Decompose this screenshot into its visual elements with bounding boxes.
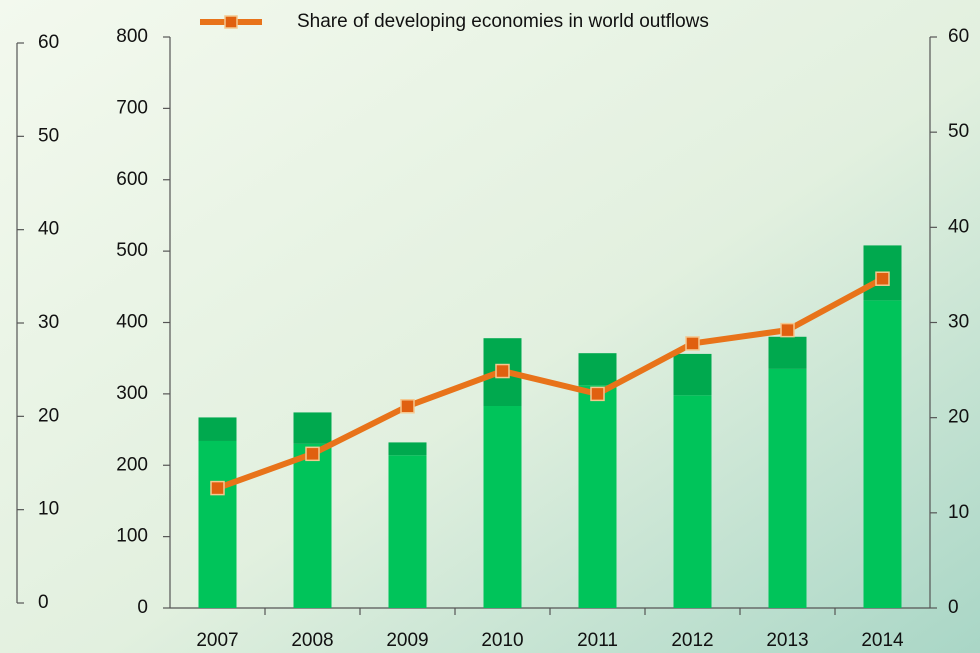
y-tick-label: 300: [116, 383, 148, 404]
marker: [590, 386, 605, 402]
y-tick-label: 800: [116, 26, 148, 47]
y-tick-label: 100: [116, 526, 148, 547]
x-tick-label: 2014: [861, 630, 904, 651]
bar: [483, 406, 522, 608]
y-tick-label: 0: [137, 597, 148, 618]
legend-label: Share of developing economies in world o…: [297, 11, 709, 32]
marker: [685, 336, 700, 351]
y2-tick-label: 30: [948, 312, 969, 333]
marker: [780, 322, 795, 338]
y2-tick-label: 40: [948, 216, 969, 237]
y2-tick-label: 50: [948, 121, 969, 142]
y3-tick-label: 20: [38, 405, 59, 426]
bar: [578, 353, 617, 386]
x-tick-label: 2008: [291, 630, 333, 651]
x-tick-label: 2007: [196, 630, 238, 651]
bar: [578, 385, 617, 608]
bar: [863, 300, 902, 608]
y2-tick-label: 0: [948, 597, 959, 618]
y2-tick-label: 20: [948, 407, 969, 428]
legend-marker: [224, 15, 238, 29]
marker: [210, 480, 225, 496]
bar: [673, 353, 712, 396]
y3-tick-label: 50: [38, 125, 59, 146]
y3-tick-label: 30: [38, 312, 59, 333]
y2-tick-label: 10: [948, 502, 969, 523]
bar: [293, 412, 332, 444]
x-tick-label: 2011: [577, 630, 618, 651]
y-tick-label: 700: [116, 97, 148, 118]
x-tick-label: 2010: [481, 630, 523, 651]
x-tick-label: 2012: [671, 630, 713, 651]
y3-tick-label: 10: [38, 499, 59, 520]
y3-tick-label: 60: [38, 32, 59, 53]
y2-tick-label: 60: [948, 26, 969, 47]
line: [216, 276, 884, 491]
bar: [768, 368, 807, 608]
x-tick-label: 2013: [766, 630, 808, 651]
marker: [875, 271, 890, 286]
bar: [768, 336, 807, 369]
marker: [495, 363, 510, 379]
y-tick-label: 200: [116, 454, 148, 475]
y-tick-label: 400: [116, 312, 148, 333]
marker: [305, 446, 320, 462]
bar: [293, 443, 332, 608]
bar: [673, 395, 712, 608]
marker: [400, 398, 415, 414]
x-tick-label: 2009: [386, 630, 428, 651]
bar: [198, 417, 237, 441]
bar: [388, 442, 427, 456]
bar: [388, 455, 427, 608]
bar: [198, 440, 237, 608]
y-tick-label: 500: [116, 240, 148, 261]
y3-tick-label: 0: [38, 592, 49, 613]
y3-tick-label: 40: [38, 219, 59, 240]
y-tick-label: 600: [116, 169, 148, 190]
